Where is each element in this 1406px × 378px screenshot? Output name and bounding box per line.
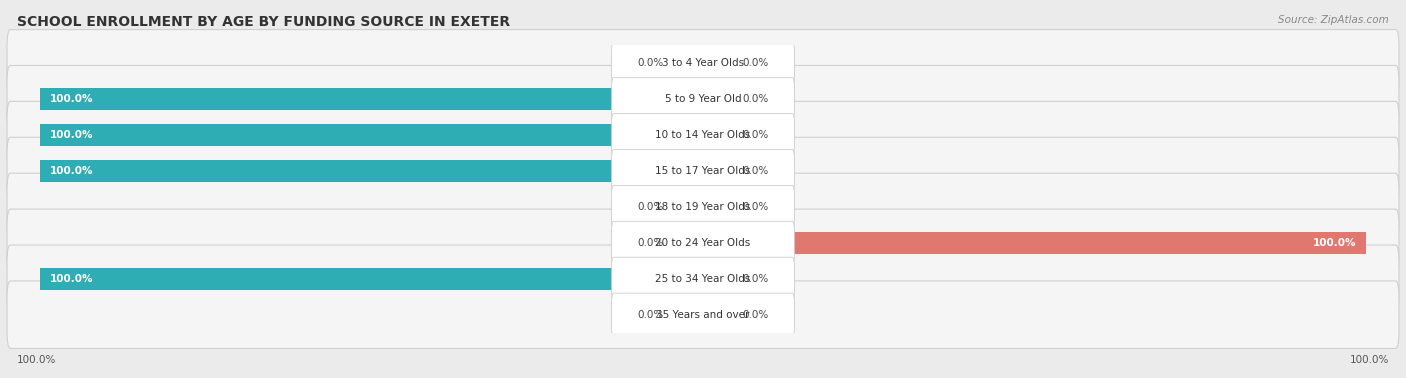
- Text: 3 to 4 Year Olds: 3 to 4 Year Olds: [662, 58, 744, 68]
- Text: 100.0%: 100.0%: [51, 274, 94, 284]
- FancyBboxPatch shape: [612, 42, 794, 85]
- Text: 0.0%: 0.0%: [742, 274, 769, 284]
- FancyBboxPatch shape: [612, 293, 794, 336]
- Bar: [703, 52, 737, 74]
- Bar: [41, 160, 703, 182]
- FancyBboxPatch shape: [7, 245, 1399, 313]
- FancyBboxPatch shape: [612, 78, 794, 121]
- FancyBboxPatch shape: [7, 173, 1399, 241]
- Text: 0.0%: 0.0%: [742, 166, 769, 176]
- Bar: [41, 124, 703, 146]
- Text: 100.0%: 100.0%: [17, 355, 56, 365]
- FancyBboxPatch shape: [7, 281, 1399, 349]
- Bar: [703, 88, 737, 110]
- Bar: [703, 196, 737, 218]
- Bar: [703, 268, 737, 290]
- FancyBboxPatch shape: [612, 113, 794, 157]
- Text: 18 to 19 Year Olds: 18 to 19 Year Olds: [655, 202, 751, 212]
- Text: 0.0%: 0.0%: [637, 58, 664, 68]
- Text: 0.0%: 0.0%: [637, 238, 664, 248]
- Text: 100.0%: 100.0%: [1350, 355, 1389, 365]
- Text: 5 to 9 Year Old: 5 to 9 Year Old: [665, 94, 741, 104]
- Bar: [669, 196, 703, 218]
- Text: 0.0%: 0.0%: [742, 94, 769, 104]
- Text: Source: ZipAtlas.com: Source: ZipAtlas.com: [1278, 15, 1389, 25]
- Text: SCHOOL ENROLLMENT BY AGE BY FUNDING SOURCE IN EXETER: SCHOOL ENROLLMENT BY AGE BY FUNDING SOUR…: [17, 15, 510, 29]
- Text: 100.0%: 100.0%: [51, 166, 94, 176]
- FancyBboxPatch shape: [7, 101, 1399, 169]
- Text: 0.0%: 0.0%: [742, 310, 769, 320]
- FancyBboxPatch shape: [7, 137, 1399, 205]
- FancyBboxPatch shape: [612, 222, 794, 265]
- FancyBboxPatch shape: [7, 29, 1399, 97]
- Text: 0.0%: 0.0%: [742, 130, 769, 140]
- FancyBboxPatch shape: [612, 186, 794, 228]
- FancyBboxPatch shape: [612, 150, 794, 193]
- Bar: [41, 88, 703, 110]
- Text: 100.0%: 100.0%: [51, 94, 94, 104]
- Text: 10 to 14 Year Olds: 10 to 14 Year Olds: [655, 130, 751, 140]
- Text: 0.0%: 0.0%: [637, 202, 664, 212]
- FancyBboxPatch shape: [7, 209, 1399, 277]
- FancyBboxPatch shape: [7, 65, 1399, 133]
- Text: 0.0%: 0.0%: [637, 310, 664, 320]
- Text: 25 to 34 Year Olds: 25 to 34 Year Olds: [655, 274, 751, 284]
- FancyBboxPatch shape: [612, 257, 794, 300]
- Text: 100.0%: 100.0%: [1312, 238, 1355, 248]
- Text: 0.0%: 0.0%: [742, 58, 769, 68]
- Bar: [669, 304, 703, 326]
- Bar: [669, 52, 703, 74]
- Text: 0.0%: 0.0%: [742, 202, 769, 212]
- Bar: [703, 124, 737, 146]
- Bar: [669, 232, 703, 254]
- Bar: [703, 304, 737, 326]
- Text: 20 to 24 Year Olds: 20 to 24 Year Olds: [655, 238, 751, 248]
- Text: 35 Years and over: 35 Years and over: [657, 310, 749, 320]
- Bar: [41, 268, 703, 290]
- Bar: [703, 232, 1365, 254]
- Text: 100.0%: 100.0%: [51, 130, 94, 140]
- Bar: [703, 160, 737, 182]
- Text: 15 to 17 Year Olds: 15 to 17 Year Olds: [655, 166, 751, 176]
